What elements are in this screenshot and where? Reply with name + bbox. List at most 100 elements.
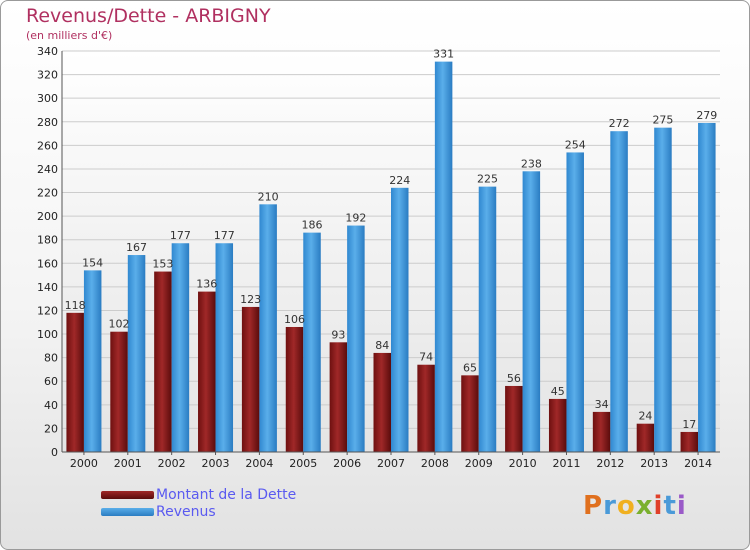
x-tick-label: 2011 (552, 457, 580, 470)
data-label-revenus: 254 (565, 138, 586, 151)
data-label-revenus: 331 (433, 48, 454, 61)
x-tick-label: 2014 (684, 457, 712, 470)
logo-letter: P (583, 491, 604, 521)
data-label-dette: 84 (375, 339, 389, 352)
y-tick-label: 100 (37, 328, 58, 341)
bar-revenus (303, 232, 321, 452)
data-label-dette: 136 (196, 278, 217, 291)
bar-revenus (566, 152, 584, 452)
chart-subtitle: (en milliers d'€) (26, 29, 113, 42)
data-label-dette: 106 (284, 313, 305, 326)
legend-swatch-dette (101, 491, 154, 499)
data-label-dette: 102 (109, 318, 130, 331)
data-label-revenus: 279 (696, 109, 717, 122)
bar-revenus (654, 127, 672, 452)
bar-revenus (610, 131, 628, 452)
data-label-dette: 65 (463, 361, 477, 374)
y-tick-label: 20 (44, 422, 58, 435)
y-tick-label: 140 (37, 281, 58, 294)
x-tick-label: 2000 (70, 457, 98, 470)
bar-dette (66, 312, 84, 452)
x-tick-label: 2002 (158, 457, 186, 470)
data-label-revenus: 186 (302, 219, 323, 232)
data-label-dette: 24 (638, 410, 652, 423)
bar-revenus (215, 243, 234, 452)
bar-dette (329, 342, 348, 452)
y-tick-label: 0 (51, 446, 58, 459)
x-tick-label: 2007 (377, 457, 405, 470)
bar-dette (110, 331, 128, 452)
data-label-revenus: 192 (345, 212, 366, 225)
bar-dette (680, 431, 699, 452)
bar-dette (241, 306, 260, 452)
logo-letter: i (676, 491, 687, 521)
data-label-revenus: 238 (521, 157, 542, 170)
y-tick-label: 180 (37, 234, 58, 247)
chart-title: Revenus/Dette - ARBIGNY (26, 5, 271, 27)
bar-revenus (83, 270, 102, 452)
y-tick-label: 260 (37, 139, 58, 152)
x-tick-label: 2003 (202, 457, 230, 470)
y-tick-label: 320 (37, 69, 58, 82)
bar-dette (636, 423, 655, 452)
y-tick-label: 120 (37, 304, 58, 317)
y-tick-label: 40 (44, 399, 58, 412)
data-label-revenus: 225 (477, 173, 498, 186)
bar-revenus (171, 243, 190, 452)
bar-revenus (522, 171, 541, 453)
x-tick-label: 2013 (640, 457, 668, 470)
data-label-dette: 34 (595, 398, 609, 411)
data-label-dette: 118 (65, 299, 86, 312)
bar-dette (154, 271, 172, 452)
data-label-revenus: 224 (389, 174, 410, 187)
logo-letter: o (616, 491, 636, 521)
data-label-dette: 17 (682, 418, 696, 431)
y-tick-label: 160 (37, 257, 58, 270)
bar-revenus (347, 225, 365, 452)
legend-label-revenus: Revenus (156, 504, 216, 520)
bar-revenus (698, 122, 716, 452)
x-tick-label: 2004 (245, 457, 273, 470)
bar-revenus (259, 204, 277, 452)
bar-dette (592, 411, 611, 452)
logo-letter: i (653, 491, 664, 521)
bar-dette (548, 398, 567, 452)
x-tick-label: 2012 (596, 457, 624, 470)
bar-revenus (391, 187, 409, 452)
x-tick-label: 2005 (289, 457, 317, 470)
bar-dette (461, 375, 479, 452)
bar-revenus (127, 255, 146, 452)
bar-dette (373, 352, 391, 452)
bar-dette (505, 385, 523, 452)
y-tick-label: 60 (44, 375, 58, 388)
y-tick-label: 80 (44, 352, 58, 365)
x-tick-label: 2009 (465, 457, 493, 470)
data-label-revenus: 275 (652, 114, 673, 127)
data-label-revenus: 154 (82, 256, 103, 269)
bar-revenus (478, 186, 497, 452)
data-label-revenus: 167 (126, 241, 147, 254)
logo-letter: x (635, 491, 654, 521)
data-label-dette: 74 (419, 351, 433, 364)
proxiti-logo: Proxiti (583, 491, 687, 521)
legend-label-dette: Montant de la Dette (156, 487, 297, 503)
data-label-dette: 123 (240, 293, 261, 306)
data-label-dette: 93 (331, 328, 345, 341)
bar-dette (417, 364, 435, 452)
logo-letter: r (603, 491, 617, 521)
x-tick-label: 2006 (333, 457, 361, 470)
x-tick-label: 2008 (421, 457, 449, 470)
data-label-revenus: 177 (170, 229, 191, 242)
bar-dette (285, 326, 304, 452)
data-label-revenus: 272 (609, 117, 630, 130)
data-label-dette: 45 (551, 385, 565, 398)
y-tick-label: 340 (37, 45, 58, 58)
bar-revenus (434, 61, 453, 452)
x-tick-label: 2001 (114, 457, 142, 470)
y-tick-label: 240 (37, 163, 58, 176)
y-tick-label: 220 (37, 187, 58, 200)
data-label-revenus: 177 (214, 229, 235, 242)
x-tick-label: 2010 (509, 457, 537, 470)
logo-letter: t (663, 491, 677, 521)
